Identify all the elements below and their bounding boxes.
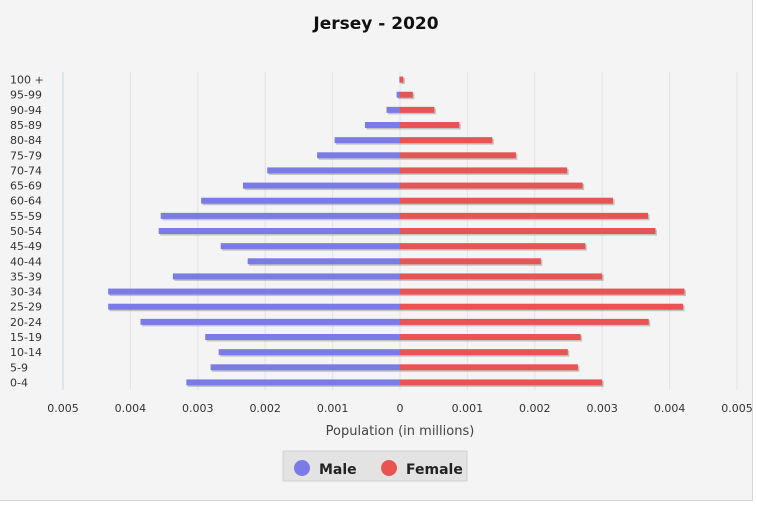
male-bar[interactable] <box>317 152 400 159</box>
male-bar[interactable] <box>364 122 400 128</box>
population-pyramid-chart: Jersey - 2020 100 + 95-99 90-94 85-89 80-84 7… <box>10 14 752 482</box>
female-bar[interactable] <box>400 152 516 159</box>
x-tick-label: 0.002 <box>249 402 281 415</box>
male-bar[interactable] <box>220 243 400 250</box>
category-labels: 100 + 95-99 90-94 85-89 80-84 75-79 70-74 65-69… <box>10 74 44 390</box>
legend-female-marker[interactable] <box>381 460 397 476</box>
male-bar[interactable] <box>172 273 400 280</box>
category-label: 35-39 <box>10 270 42 283</box>
category-label: 55-59 <box>10 210 42 223</box>
male-bar[interactable] <box>218 349 400 356</box>
male-bar[interactable] <box>108 303 401 310</box>
female-bar[interactable] <box>400 303 684 310</box>
legend-female-label[interactable]: Female <box>406 462 463 478</box>
male-bar[interactable] <box>158 228 400 234</box>
category-label: 90-94 <box>10 104 42 117</box>
x-axis-title: Population (in millions) <box>326 424 475 439</box>
category-label: 65-69 <box>10 180 42 193</box>
female-bar[interactable] <box>400 243 586 250</box>
x-tick-label: 0.005 <box>47 402 79 415</box>
category-label: 85-89 <box>10 119 42 132</box>
category-label: 20-24 <box>10 316 42 329</box>
female-bar[interactable] <box>400 318 649 325</box>
female-bar[interactable] <box>400 379 603 386</box>
female-bar[interactable] <box>400 288 685 295</box>
female-bar[interactable] <box>400 122 460 128</box>
female-bar[interactable] <box>400 212 649 219</box>
female-bar[interactable] <box>400 364 578 371</box>
legend-male-marker[interactable] <box>294 460 310 476</box>
male-bar[interactable] <box>201 197 400 204</box>
male-bar[interactable] <box>210 364 400 371</box>
bars <box>108 76 686 387</box>
category-label: 40-44 <box>10 255 42 268</box>
category-label: 45-49 <box>10 240 42 253</box>
male-bar[interactable] <box>205 334 400 340</box>
category-label: 50-54 <box>10 225 42 238</box>
male-bar[interactable] <box>186 379 400 386</box>
male-bar[interactable] <box>242 182 400 189</box>
x-tick-label: 0.005 <box>721 402 752 415</box>
female-bar[interactable] <box>400 349 568 356</box>
female-bar[interactable] <box>400 182 583 189</box>
category-label: 30-34 <box>10 286 42 299</box>
category-label: 80-84 <box>10 134 42 147</box>
female-bar[interactable] <box>400 167 568 174</box>
male-bar[interactable] <box>160 212 400 219</box>
female-bar[interactable] <box>400 273 603 280</box>
male-bar[interactable] <box>140 318 400 325</box>
male-bar[interactable] <box>247 258 400 265</box>
male-bar[interactable] <box>386 106 400 113</box>
category-label: 60-64 <box>10 195 42 208</box>
female-bar[interactable] <box>400 258 541 265</box>
category-label: 95-99 <box>10 89 42 102</box>
male-bar[interactable] <box>108 288 401 295</box>
x-tick-label: 0.004 <box>115 402 147 415</box>
category-label: 70-74 <box>10 164 42 177</box>
male-bar[interactable] <box>334 137 400 144</box>
x-tick-label: 0.003 <box>182 402 214 415</box>
female-bar[interactable] <box>400 137 493 144</box>
category-label: 5-9 <box>10 361 28 374</box>
x-tick-labels: 0.005 0.004 0.003 0.002 0.001 0 0.001 0.002 0.00… <box>47 402 752 415</box>
female-bar[interactable] <box>400 91 413 98</box>
female-bar[interactable] <box>400 197 613 204</box>
x-tick-label: 0.002 <box>519 402 551 415</box>
category-label: 15-19 <box>10 331 42 344</box>
female-bar[interactable] <box>400 228 656 234</box>
category-label: 75-79 <box>10 149 42 162</box>
category-label: 100 + <box>10 74 44 87</box>
legend-box <box>282 450 468 482</box>
x-tick-label: 0.001 <box>452 402 484 415</box>
legend-male-label[interactable]: Male <box>319 462 357 478</box>
chart-title: Jersey - 2020 <box>312 14 438 34</box>
female-bar[interactable] <box>400 334 581 340</box>
male-bar[interactable] <box>399 76 401 83</box>
legend: Male Female <box>282 450 468 482</box>
male-bar[interactable] <box>396 91 400 98</box>
category-label: 0-4 <box>10 376 28 389</box>
x-tick-label: 0.001 <box>317 402 349 415</box>
x-tick-label: 0 <box>397 402 404 415</box>
male-bar[interactable] <box>267 167 400 174</box>
x-tick-label: 0.003 <box>586 402 618 415</box>
x-tick-label: 0.004 <box>654 402 686 415</box>
female-bar[interactable] <box>400 106 435 113</box>
category-label: 10-14 <box>10 346 42 359</box>
category-label: 25-29 <box>10 301 42 314</box>
female-bar[interactable] <box>400 76 404 83</box>
